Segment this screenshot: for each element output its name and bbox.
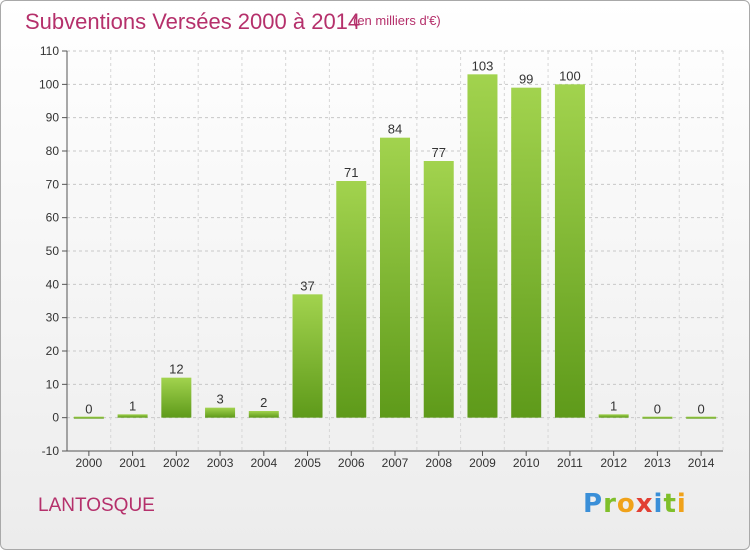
value-label-2005: 37 [300, 278, 314, 293]
bar-2010 [511, 87, 542, 418]
bar-2008 [423, 161, 454, 418]
bar-2002 [161, 377, 192, 418]
y-tick-label: 30 [46, 311, 60, 325]
axes [62, 50, 723, 456]
y-tick-label: 40 [46, 277, 60, 291]
bar-2004 [248, 411, 279, 418]
x-tick-label-2012: 2012 [600, 456, 627, 470]
value-label-2011: 100 [559, 68, 581, 83]
bar-2006 [336, 181, 367, 418]
y-tick-label: 80 [46, 144, 60, 158]
x-tick-label-2006: 2006 [338, 456, 365, 470]
bar-2000 [73, 416, 104, 419]
value-label-2014: 0 [698, 402, 705, 417]
y-tick-label: 90 [46, 111, 60, 125]
x-tick-label-2010: 2010 [513, 456, 540, 470]
value-label-2012: 1 [610, 398, 617, 413]
proxiti-logo: Proxiti [583, 489, 687, 519]
x-tick-label-2008: 2008 [425, 456, 452, 470]
x-tick-label-2014: 2014 [688, 456, 715, 470]
value-label-2008: 77 [431, 145, 445, 160]
y-tick-label: 100 [39, 77, 59, 91]
value-label-2009: 103 [472, 58, 494, 73]
bars [73, 74, 717, 419]
value-label-2001: 1 [129, 398, 136, 413]
y-tick-label: 0 [52, 411, 59, 425]
value-label-2013: 0 [654, 402, 661, 417]
y-tick-label: 50 [46, 244, 60, 258]
bar-2013 [642, 416, 673, 419]
x-tick-label-2000: 2000 [76, 456, 103, 470]
bar-2012 [598, 414, 629, 418]
value-label-2003: 3 [216, 392, 223, 407]
x-tick-label-2001: 2001 [119, 456, 146, 470]
value-label-2007: 84 [388, 122, 402, 137]
y-tick-label: 10 [46, 377, 60, 391]
bar-2001 [117, 414, 148, 418]
x-tick-label-2007: 2007 [382, 456, 409, 470]
bar-2014 [686, 416, 717, 419]
value-label-2004: 2 [260, 395, 267, 410]
chart-unit: (en milliers d'€) [353, 13, 441, 28]
labels: -100102030405060708090100110020001200112… [39, 44, 715, 470]
x-tick-label-2011: 2011 [557, 456, 583, 470]
bar-2007 [380, 137, 410, 418]
value-label-2006: 71 [344, 165, 358, 180]
value-label-2002: 12 [169, 362, 183, 377]
y-tick-label: 110 [40, 44, 59, 58]
y-tick-label: 70 [46, 177, 60, 191]
x-tick-label-2002: 2002 [163, 456, 190, 470]
value-label-2010: 99 [519, 72, 533, 87]
y-tick-label: 60 [46, 211, 60, 225]
bar-2005 [292, 294, 323, 418]
y-tick-label: -10 [42, 444, 60, 458]
x-tick-label-2013: 2013 [644, 456, 671, 470]
bar-2011 [554, 84, 585, 418]
commune-name: LANTOSQUE [38, 495, 155, 516]
value-label-2000: 0 [85, 402, 92, 417]
bar-2003 [205, 407, 236, 418]
y-tick-label: 20 [46, 344, 60, 358]
chart-title: Subventions Versées 2000 à 2014 [25, 9, 361, 34]
x-tick-label-2004: 2004 [250, 456, 277, 470]
bar-2009 [467, 74, 498, 418]
x-tick-label-2009: 2009 [469, 456, 496, 470]
x-tick-label-2003: 2003 [207, 456, 234, 470]
x-tick-label-2005: 2005 [294, 456, 321, 470]
